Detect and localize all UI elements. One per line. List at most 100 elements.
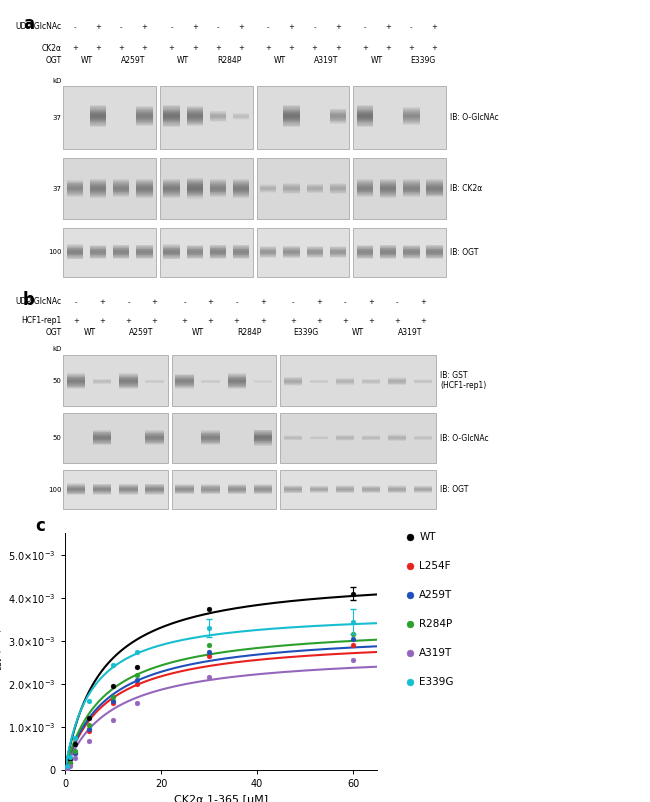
Text: IB: O-GlcNAc: IB: O-GlcNAc: [450, 113, 499, 123]
Text: kD: kD: [52, 78, 61, 83]
Text: -: -: [344, 299, 346, 305]
Text: E339G: E339G: [293, 328, 318, 337]
Text: +: +: [208, 299, 214, 305]
Text: +: +: [342, 318, 348, 324]
Text: +: +: [151, 299, 157, 305]
Text: +: +: [99, 318, 105, 324]
Text: +: +: [316, 318, 322, 324]
Text: +: +: [142, 24, 148, 30]
Text: +: +: [432, 24, 437, 30]
Text: +: +: [192, 24, 198, 30]
Text: +: +: [181, 318, 187, 324]
Text: R284P: R284P: [237, 328, 262, 337]
Text: kD: kD: [52, 346, 61, 353]
Text: 50: 50: [53, 435, 61, 441]
Y-axis label: $k_{\mathrm{cat}}$ (s$^{-1}$): $k_{\mathrm{cat}}$ (s$^{-1}$): [0, 626, 5, 677]
Text: CK2α: CK2α: [42, 43, 61, 52]
Text: -: -: [313, 24, 316, 30]
Text: WT: WT: [274, 56, 286, 65]
Text: +: +: [72, 45, 78, 51]
Text: WT: WT: [370, 56, 383, 65]
Text: +: +: [125, 318, 131, 324]
Text: +: +: [95, 24, 101, 30]
Text: +: +: [260, 299, 266, 305]
Text: R284P: R284P: [419, 619, 452, 629]
Text: +: +: [265, 45, 271, 51]
Text: UDP-GlcNAc: UDP-GlcNAc: [15, 22, 61, 31]
Text: -: -: [73, 24, 76, 30]
Text: -: -: [396, 299, 398, 305]
Text: +: +: [238, 45, 244, 51]
Text: +: +: [368, 318, 374, 324]
Text: +: +: [316, 299, 322, 305]
Text: IB: O-GlcNAc: IB: O-GlcNAc: [440, 434, 489, 443]
Text: +: +: [208, 318, 214, 324]
Text: A259T: A259T: [419, 590, 452, 600]
Text: -: -: [127, 299, 130, 305]
Text: +: +: [420, 299, 426, 305]
Text: +: +: [420, 318, 426, 324]
Text: -: -: [216, 24, 219, 30]
Text: +: +: [335, 24, 341, 30]
Text: +: +: [73, 318, 79, 324]
Text: R284P: R284P: [217, 56, 242, 65]
Text: -: -: [183, 299, 186, 305]
Text: WT: WT: [419, 533, 436, 542]
Text: +: +: [289, 45, 294, 51]
Text: +: +: [215, 45, 221, 51]
Text: UDP-GlcNAc: UDP-GlcNAc: [15, 298, 61, 306]
Text: A319T: A319T: [398, 328, 423, 337]
Text: +: +: [290, 318, 296, 324]
Text: IB: GST
(HCF1-rep1): IB: GST (HCF1-rep1): [440, 371, 486, 391]
Text: +: +: [234, 318, 240, 324]
Text: +: +: [95, 45, 101, 51]
Text: +: +: [432, 45, 437, 51]
Text: +: +: [142, 45, 148, 51]
Text: +: +: [118, 45, 124, 51]
Text: WT: WT: [192, 328, 203, 337]
Text: WT: WT: [177, 56, 189, 65]
Text: IB: OGT: IB: OGT: [450, 248, 478, 257]
Text: OGT: OGT: [46, 56, 61, 65]
Text: +: +: [260, 318, 266, 324]
Text: E339G: E339G: [419, 677, 454, 687]
Text: +: +: [362, 45, 368, 51]
Text: 100: 100: [48, 487, 61, 492]
Text: c: c: [36, 517, 46, 535]
Text: -: -: [292, 299, 294, 305]
Text: IB: CK2α: IB: CK2α: [450, 184, 482, 193]
Text: OGT: OGT: [46, 328, 61, 337]
Text: A319T: A319T: [314, 56, 339, 65]
X-axis label: CK2α 1-365 [μM]: CK2α 1-365 [μM]: [174, 795, 268, 802]
Text: +: +: [385, 45, 391, 51]
Text: b: b: [23, 291, 34, 309]
Text: -: -: [75, 299, 77, 305]
Text: -: -: [410, 24, 413, 30]
Text: A319T: A319T: [419, 648, 452, 658]
Text: -: -: [235, 299, 238, 305]
Text: a: a: [23, 14, 34, 33]
Text: -: -: [364, 24, 367, 30]
Text: -: -: [267, 24, 270, 30]
Text: E339G: E339G: [410, 56, 436, 65]
Text: 37: 37: [53, 115, 61, 121]
Text: 50: 50: [53, 378, 61, 383]
Text: WT: WT: [81, 56, 92, 65]
Text: HCF1-rep1: HCF1-rep1: [21, 316, 61, 326]
Text: +: +: [151, 318, 157, 324]
Text: +: +: [238, 24, 244, 30]
Text: -: -: [120, 24, 122, 30]
Text: +: +: [394, 318, 400, 324]
Text: +: +: [408, 45, 414, 51]
Text: WT: WT: [352, 328, 364, 337]
Text: 37: 37: [53, 186, 61, 192]
Text: L254F: L254F: [419, 561, 450, 571]
Text: +: +: [289, 24, 294, 30]
Text: 100: 100: [48, 249, 61, 255]
Text: A259T: A259T: [129, 328, 153, 337]
Text: +: +: [335, 45, 341, 51]
Text: A259T: A259T: [121, 56, 145, 65]
Text: +: +: [385, 24, 391, 30]
Text: +: +: [192, 45, 198, 51]
Text: +: +: [168, 45, 175, 51]
